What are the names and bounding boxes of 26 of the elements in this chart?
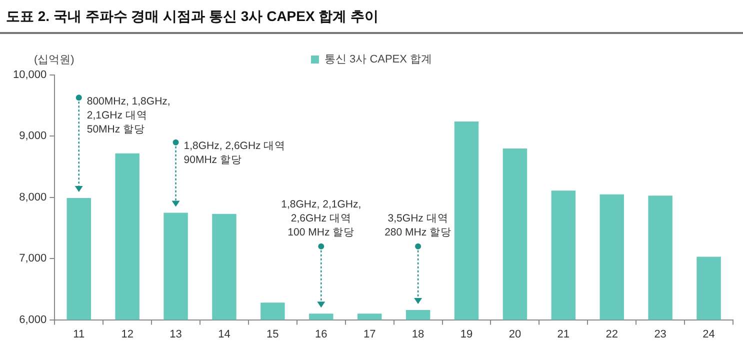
x-tick-label: 22: [606, 328, 618, 340]
y-tick-label: 6,000: [19, 314, 47, 326]
x-tick-label: 11: [73, 328, 85, 340]
x-tick-label: 13: [170, 328, 182, 340]
y-tick-label: 8,000: [19, 191, 47, 204]
x-tick-label: 24: [702, 328, 715, 340]
x-tick-label: 14: [218, 328, 230, 340]
annotation: 3,5GHz 대역 280 MHz 할당: [384, 212, 452, 238]
legend-label: 통신 3사 CAPEX 합계: [324, 54, 432, 66]
x-tick-label: 15: [266, 328, 279, 340]
x-tick-label: 16: [315, 328, 328, 340]
y-tick-label: 7,000: [19, 252, 47, 265]
x-tick-label: 21: [557, 328, 570, 340]
x-tick-label: 19: [460, 328, 473, 340]
annotation: 800MHz, 1,8GHz, 2,1GHz 대역 50MHz 할당: [86, 96, 170, 136]
x-tick-label: 18: [412, 328, 424, 340]
x-tick-label: 23: [654, 328, 666, 340]
y-tick-label: 10,000: [12, 69, 47, 82]
x-tick-label: 20: [508, 328, 522, 340]
y-axis-title: (십억원): [34, 53, 74, 67]
x-tick-label: 17: [363, 328, 376, 340]
y-tick-label: 9,000: [19, 130, 47, 142]
chart-title: 도표 2. 국내 주파수 경매 시점과 통신 3사 CAPEX 합계 추이: [0, 0, 743, 34]
annotation: 1,8GHz, 2,1GHz, 2,6GHz 대역 100 MHz 할당: [281, 198, 362, 238]
x-tick-label: 12: [121, 328, 134, 340]
annotation: 1,8GHz, 2,6GHz 대역 90MHz 할당: [184, 140, 286, 166]
